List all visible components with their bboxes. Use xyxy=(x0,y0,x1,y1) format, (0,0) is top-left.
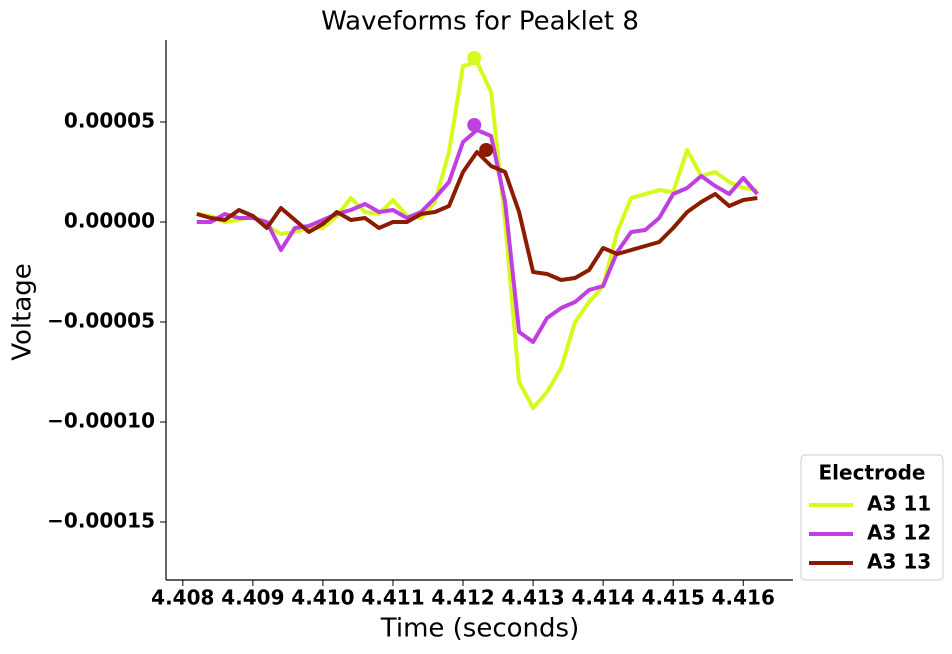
series-line xyxy=(196,128,759,344)
x-axis-label: Time (seconds) xyxy=(380,614,579,644)
legend-box xyxy=(800,454,944,581)
series-line xyxy=(196,60,758,410)
x-tick-label: 4.410 xyxy=(291,586,354,610)
x-tick-label: 4.416 xyxy=(712,586,775,610)
y-axis-label: Voltage xyxy=(8,263,38,361)
x-tick-label: 4.413 xyxy=(501,586,564,610)
series-line xyxy=(196,150,758,282)
y-tick-label: 0.00005 xyxy=(64,109,155,133)
legend-label: A3 12 xyxy=(867,521,931,545)
x-tick-label: 4.409 xyxy=(221,586,284,610)
peak-marker xyxy=(467,118,482,132)
peak-marker xyxy=(467,51,482,65)
peak-marker xyxy=(479,143,494,157)
legend-title: Electrode xyxy=(819,461,926,485)
x-tick-label: 4.408 xyxy=(151,586,214,610)
y-tick-label: −0.00010 xyxy=(47,409,155,433)
y-tick-label: −0.00005 xyxy=(47,309,155,333)
chart-title: Waveforms for Peaklet 8 xyxy=(321,7,639,37)
legend-label: A3 13 xyxy=(867,550,931,574)
legend-label: A3 11 xyxy=(867,492,931,516)
x-tick-label: 4.412 xyxy=(431,586,494,610)
x-tick-label: 4.415 xyxy=(642,586,705,610)
y-tick-label: 0.00000 xyxy=(64,209,155,233)
x-tick-label: 4.414 xyxy=(572,586,635,610)
x-tick-label: 4.411 xyxy=(361,586,424,610)
y-tick-label: −0.00015 xyxy=(47,509,155,533)
